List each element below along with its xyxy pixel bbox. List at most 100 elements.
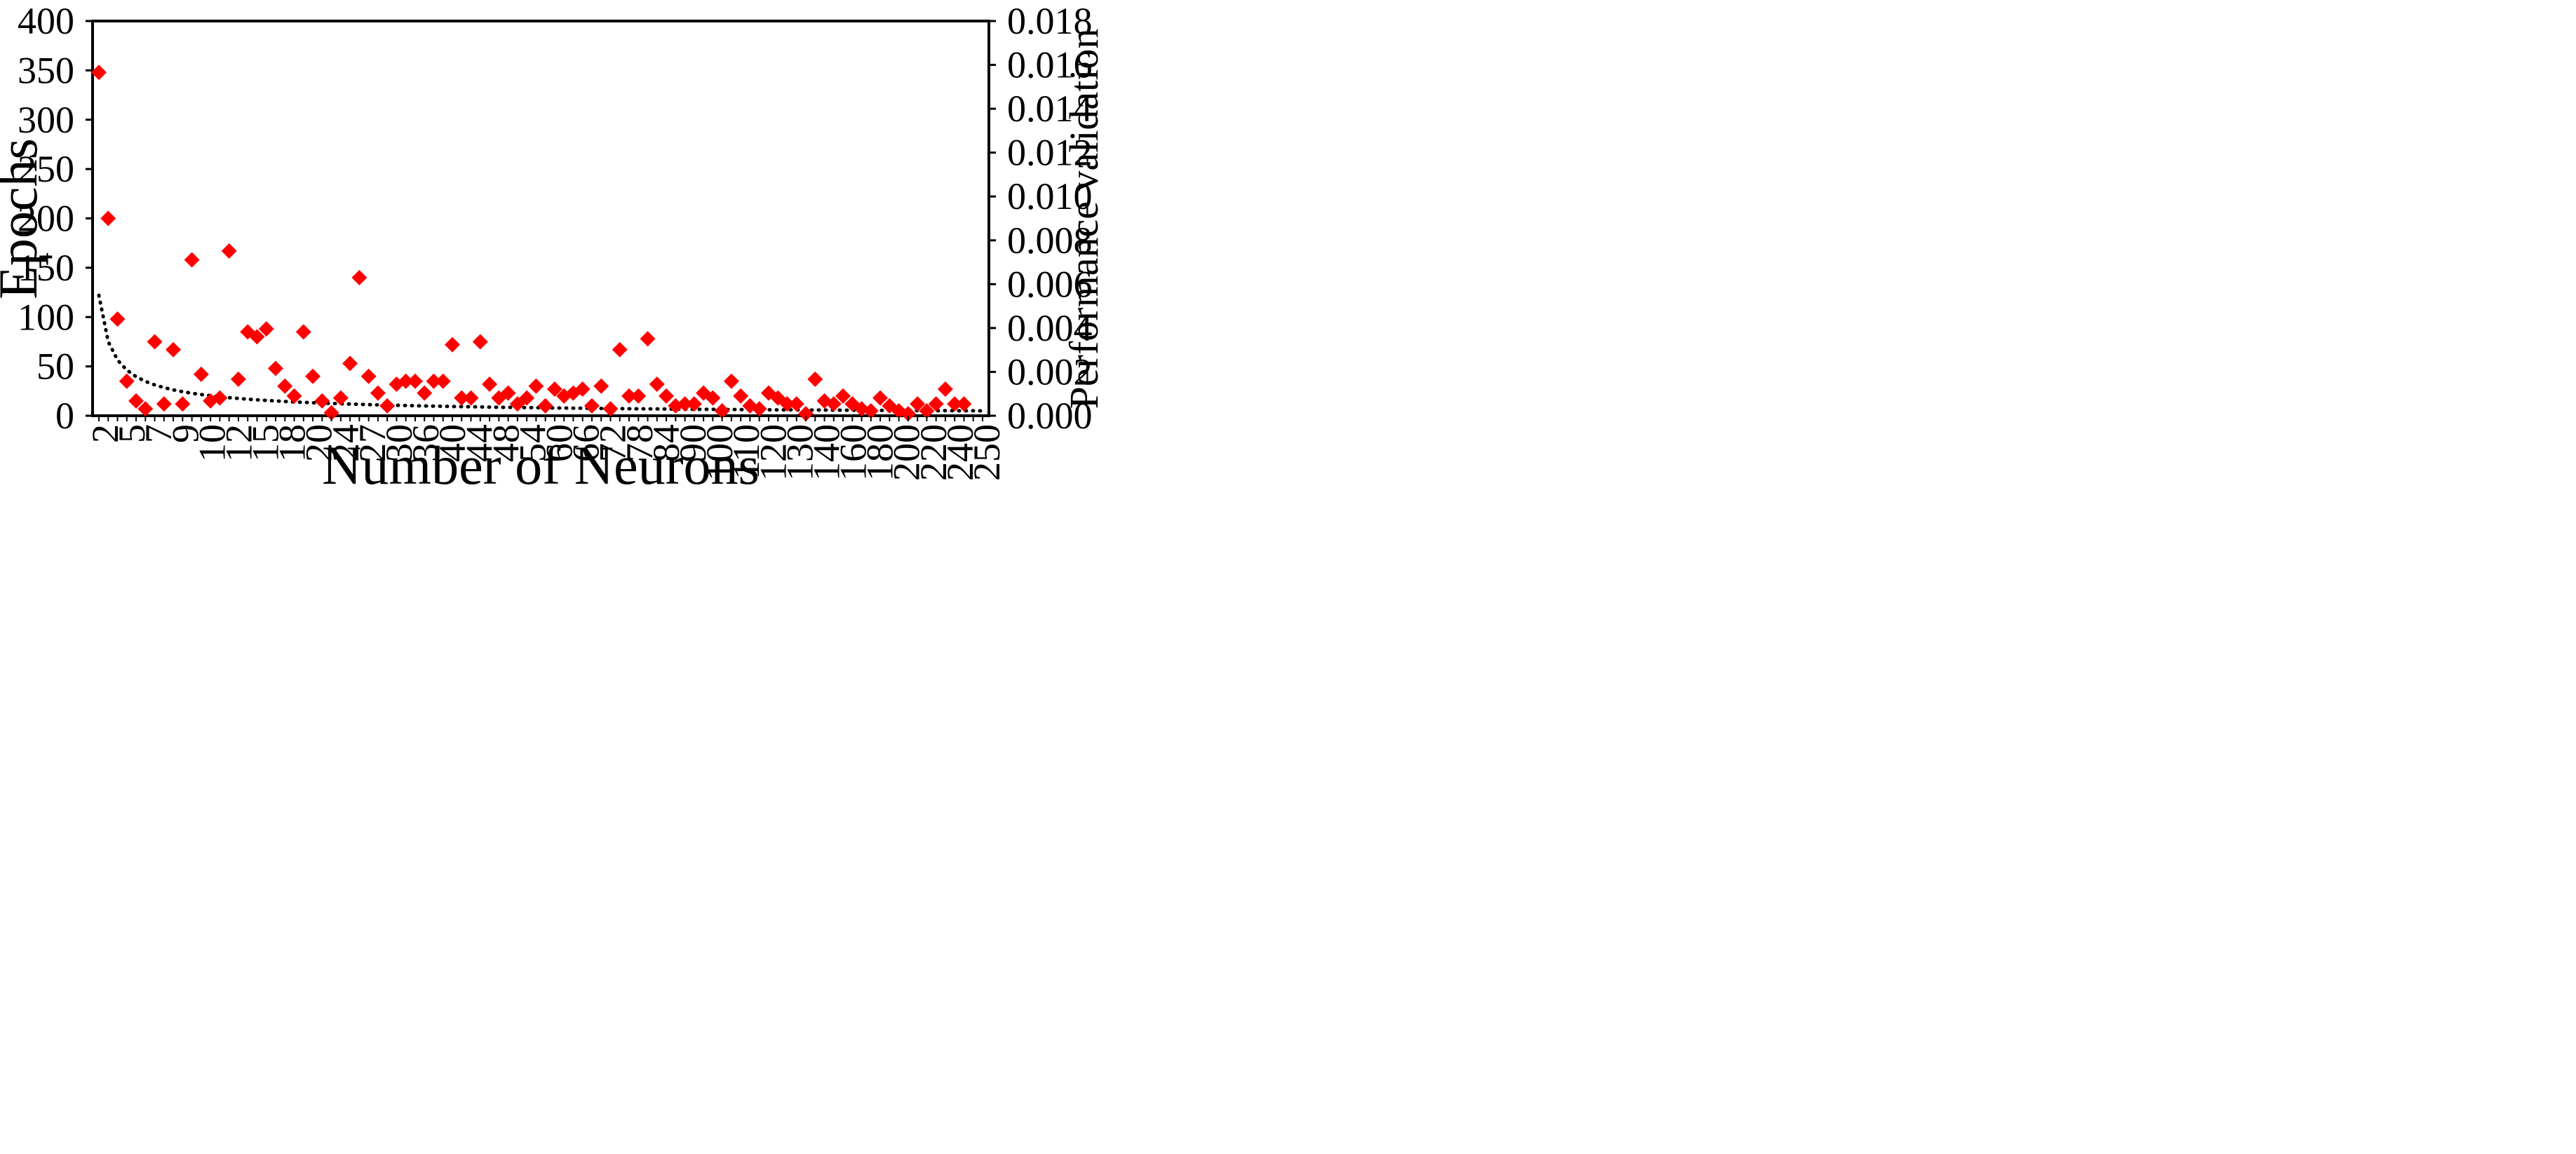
x-tick-label: 27 [351, 424, 393, 462]
x-tick-label: 36 [405, 424, 447, 462]
data-point [649, 376, 665, 392]
y-tick-label: 200 [18, 198, 74, 240]
data-point [733, 388, 749, 404]
x-tick-label: 10 [191, 424, 233, 462]
data-point [314, 393, 330, 409]
x-tick-label: 180 [859, 424, 901, 481]
data-point [100, 210, 116, 226]
data-point [947, 396, 963, 412]
data-point [602, 401, 619, 417]
data-point [156, 396, 172, 412]
x-tick-label: 84 [645, 424, 687, 462]
data-point [277, 378, 293, 394]
data-point [379, 398, 396, 414]
y-tick-label: 300 [18, 99, 74, 141]
x-tick-label: 140 [805, 424, 847, 481]
y2-tick-label: 0.006 [1007, 263, 1093, 305]
data-point [249, 329, 265, 345]
y-tick-label: 250 [18, 148, 74, 190]
y-tick-label: 350 [18, 49, 74, 91]
x-tick-label: 200 [886, 424, 928, 481]
x-tick-label: 90 [672, 424, 714, 462]
y2-axis-title: Performance validation [1061, 29, 1107, 409]
data-point [268, 360, 283, 376]
data-point [519, 390, 535, 406]
data-point [137, 401, 154, 417]
y2-tick-label: 0.004 [1007, 307, 1093, 349]
data-point [825, 396, 842, 412]
data-point [910, 396, 926, 412]
y2-tick-label: 0.016 [1007, 44, 1093, 86]
data-point [546, 381, 562, 397]
x-tick-label: 40 [431, 424, 473, 462]
x-tick-label: 66 [565, 424, 607, 462]
data-point [445, 337, 460, 353]
x-tick-label: 24 [325, 424, 367, 462]
y-tick-label: 400 [18, 0, 74, 42]
data-point [360, 368, 377, 384]
data-point [463, 390, 479, 406]
data-point [584, 398, 600, 414]
data-point [612, 341, 628, 358]
data-point [659, 388, 675, 404]
data-point [426, 373, 442, 389]
trendline-layer [97, 293, 985, 413]
x-tick-label: 5 [111, 424, 153, 443]
data-point [788, 396, 804, 412]
data-point [370, 385, 386, 401]
x-tick-label: 110 [725, 424, 767, 480]
data-points-layer [91, 65, 972, 422]
trendline [97, 293, 985, 413]
data-point [323, 405, 339, 421]
y2-tick-label: 0.012 [1007, 132, 1093, 174]
x-tick-label: 78 [619, 424, 661, 462]
x-tick-label: 7 [137, 424, 180, 443]
data-point [863, 402, 879, 419]
data-point [398, 373, 414, 389]
data-point [119, 373, 135, 389]
data-point [407, 373, 423, 389]
x-tick-label: 240 [939, 424, 981, 481]
x-tick-label: 160 [832, 424, 875, 481]
x-tick-label: 100 [699, 424, 741, 481]
data-point [212, 390, 228, 406]
data-point [91, 65, 107, 81]
data-point [342, 355, 358, 372]
x-tick-label: 2 [84, 424, 126, 443]
left-axis-ticks: 0 50 100 150 200 250 300 350 400 [18, 0, 93, 437]
data-point [593, 378, 609, 394]
data-point [798, 406, 814, 422]
x-axis-ticks: 2579101215182024273036404448546066727884… [84, 416, 1008, 481]
data-point [258, 321, 274, 337]
x-tick-label: 30 [378, 424, 420, 462]
data-point [900, 406, 916, 422]
data-point [807, 371, 823, 387]
x-tick-label: 18 [271, 424, 313, 462]
y-tick-label: 0 [55, 395, 74, 437]
data-point [956, 396, 972, 412]
data-point [175, 396, 191, 412]
right-axis-ticks: 0.0000.0020.0040.0060.0080.0100.0120.014… [989, 0, 1093, 437]
x-tick-label: 48 [485, 424, 527, 462]
x-tick-label: 130 [778, 424, 821, 481]
data-point [109, 311, 126, 327]
y-tick-label: 100 [18, 296, 74, 338]
y2-tick-label: 0.010 [1007, 175, 1093, 217]
x-tick-label: 9 [164, 424, 206, 443]
data-point [705, 390, 721, 406]
data-point [928, 396, 944, 412]
data-point [723, 373, 739, 389]
data-point [435, 373, 451, 389]
data-point [472, 334, 488, 350]
x-tick-label: 60 [539, 424, 581, 462]
data-point [640, 331, 656, 347]
data-point [166, 341, 182, 358]
data-point [286, 388, 302, 404]
data-point [184, 252, 200, 268]
y-tick-label: 50 [36, 346, 74, 388]
plot-frame [91, 20, 990, 417]
x-tick-label: 54 [511, 424, 553, 462]
data-point [937, 381, 953, 397]
data-point [714, 402, 730, 419]
